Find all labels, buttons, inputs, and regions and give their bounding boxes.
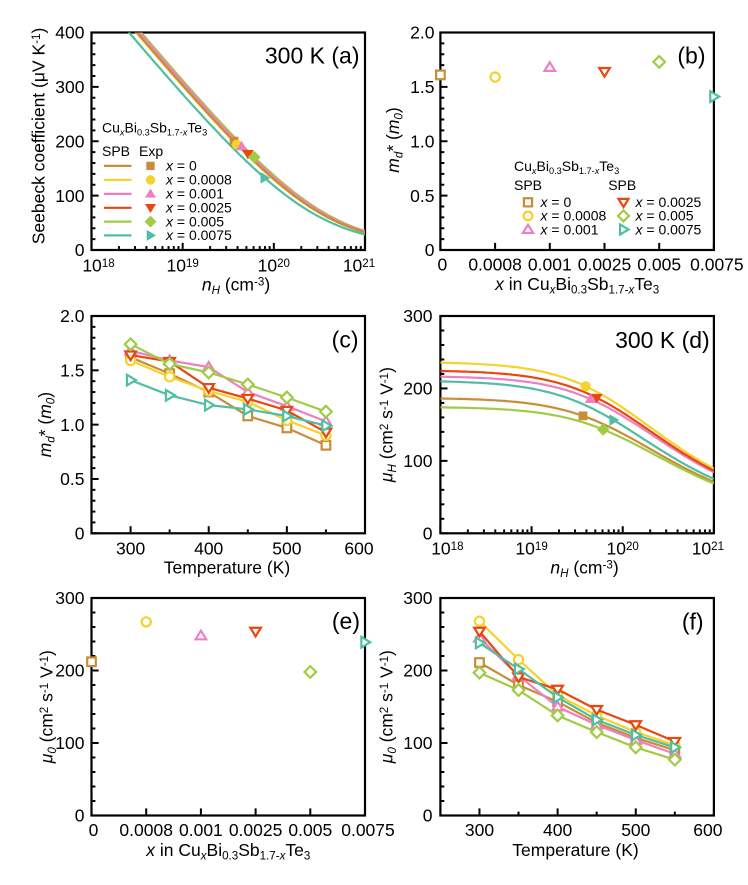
svg-text:0.0025: 0.0025 bbox=[229, 820, 283, 840]
svg-text:x = 0.005: x = 0.005 bbox=[635, 208, 694, 224]
svg-text:md* (m0): md* (m0) bbox=[35, 392, 58, 457]
svg-text:100: 100 bbox=[403, 451, 432, 471]
svg-text:0.001: 0.001 bbox=[179, 820, 223, 840]
svg-text:0.001: 0.001 bbox=[528, 255, 572, 275]
svg-text:x = 0.0008: x = 0.0008 bbox=[540, 208, 607, 224]
svg-text:300: 300 bbox=[116, 539, 145, 559]
svg-text:CuxBi0.3Sb1.7-xTe3: CuxBi0.3Sb1.7-xTe3 bbox=[514, 158, 619, 176]
svg-text:600: 600 bbox=[344, 539, 373, 559]
svg-text:(f): (f) bbox=[682, 609, 704, 635]
svg-text:(e): (e) bbox=[332, 608, 360, 634]
svg-text:x in CuxBi0.3Sb1.7-xTe3: x in CuxBi0.3Sb1.7-xTe3 bbox=[145, 840, 310, 863]
svg-text:x = 0: x = 0 bbox=[540, 194, 572, 210]
svg-text:300: 300 bbox=[465, 820, 494, 840]
svg-text:0.0075: 0.0075 bbox=[341, 820, 395, 840]
svg-text:2.0: 2.0 bbox=[410, 23, 435, 43]
svg-text:x = 0: x = 0 bbox=[165, 158, 197, 174]
svg-text:x = 0.0075: x = 0.0075 bbox=[165, 227, 232, 243]
svg-text:500: 500 bbox=[621, 820, 650, 840]
svg-text:(b): (b) bbox=[677, 43, 705, 69]
svg-text:0: 0 bbox=[423, 524, 433, 544]
svg-text:400: 400 bbox=[55, 23, 84, 43]
svg-text:x = 0.001: x = 0.001 bbox=[540, 221, 599, 237]
svg-text:500: 500 bbox=[272, 539, 301, 559]
svg-text:x = 0.0075: x = 0.0075 bbox=[635, 221, 702, 237]
svg-text:1.5: 1.5 bbox=[410, 77, 434, 97]
svg-text:0: 0 bbox=[75, 240, 85, 260]
svg-text:CuxBi0.3Sb1.7-xTe3: CuxBi0.3Sb1.7-xTe3 bbox=[102, 120, 207, 138]
svg-text:nH (cm-3): nH (cm-3) bbox=[550, 557, 618, 580]
svg-text:100: 100 bbox=[55, 733, 84, 753]
svg-text:Seebeck coefficient (μV K-1): Seebeck coefficient (μV K-1) bbox=[29, 28, 49, 245]
svg-text:100: 100 bbox=[403, 733, 432, 753]
svg-text:1.5: 1.5 bbox=[60, 361, 84, 381]
svg-text:0: 0 bbox=[75, 524, 85, 544]
svg-text:x = 0.0025: x = 0.0025 bbox=[165, 200, 232, 216]
svg-text:μ0 (cm2 s-1 V-1): μ0 (cm2 s-1 V-1) bbox=[37, 650, 60, 764]
svg-text:μH (cm2 s-1 V-1): μH (cm2 s-1 V-1) bbox=[377, 367, 400, 483]
svg-text:0.5: 0.5 bbox=[410, 186, 434, 206]
svg-text:0: 0 bbox=[423, 806, 433, 826]
svg-text:0.0008: 0.0008 bbox=[468, 255, 522, 275]
svg-text:0: 0 bbox=[425, 240, 435, 260]
svg-text:100: 100 bbox=[55, 186, 84, 206]
svg-text:1.0: 1.0 bbox=[60, 415, 85, 435]
svg-text:0.0025: 0.0025 bbox=[578, 255, 632, 275]
svg-text:0: 0 bbox=[89, 820, 99, 840]
svg-text:x = 0.005: x = 0.005 bbox=[165, 213, 224, 229]
svg-text:600: 600 bbox=[693, 820, 722, 840]
svg-text:300: 300 bbox=[403, 588, 432, 608]
svg-text:1.0: 1.0 bbox=[410, 131, 435, 151]
svg-text:0.5: 0.5 bbox=[60, 469, 84, 489]
svg-text:0.005: 0.005 bbox=[637, 255, 681, 275]
svg-text:SPB: SPB bbox=[102, 143, 130, 159]
svg-text:400: 400 bbox=[543, 820, 572, 840]
svg-text:300 K (a): 300 K (a) bbox=[265, 43, 360, 69]
svg-text:0.0075: 0.0075 bbox=[690, 255, 744, 275]
svg-text:x = 0.0025: x = 0.0025 bbox=[635, 194, 702, 210]
svg-text:300 K (d): 300 K (d) bbox=[615, 327, 710, 353]
svg-text:Temperature (K): Temperature (K) bbox=[164, 557, 290, 577]
svg-text:0: 0 bbox=[438, 255, 448, 275]
svg-text:200: 200 bbox=[55, 131, 84, 151]
svg-text:2.0: 2.0 bbox=[60, 306, 85, 326]
svg-text:300: 300 bbox=[55, 588, 84, 608]
svg-text:μ0 (cm2 s-1 V-1): μ0 (cm2 s-1 V-1) bbox=[377, 650, 400, 764]
svg-text:300: 300 bbox=[403, 306, 432, 326]
svg-text:200: 200 bbox=[403, 379, 432, 399]
svg-text:x in CuxBi0.3Sb1.7-xTe3: x in CuxBi0.3Sb1.7-xTe3 bbox=[494, 274, 659, 297]
svg-text:0.0008: 0.0008 bbox=[119, 820, 173, 840]
svg-text:200: 200 bbox=[403, 661, 432, 681]
svg-text:SPB: SPB bbox=[608, 177, 636, 193]
svg-text:400: 400 bbox=[194, 539, 223, 559]
svg-text:0: 0 bbox=[75, 806, 85, 826]
svg-text:Exp: Exp bbox=[139, 143, 163, 159]
svg-text:(c): (c) bbox=[332, 327, 359, 353]
svg-text:0.005: 0.005 bbox=[288, 820, 332, 840]
svg-text:SPB: SPB bbox=[514, 177, 542, 193]
svg-text:200: 200 bbox=[55, 661, 84, 681]
svg-text:x = 0.0008: x = 0.0008 bbox=[165, 172, 232, 188]
svg-text:Temperature (K): Temperature (K) bbox=[512, 840, 638, 860]
svg-text:x = 0.001: x = 0.001 bbox=[165, 186, 224, 202]
svg-text:300: 300 bbox=[55, 77, 84, 97]
svg-text:md* (m0): md* (m0) bbox=[383, 107, 406, 172]
svg-text:nH (cm-3): nH (cm-3) bbox=[202, 274, 270, 297]
